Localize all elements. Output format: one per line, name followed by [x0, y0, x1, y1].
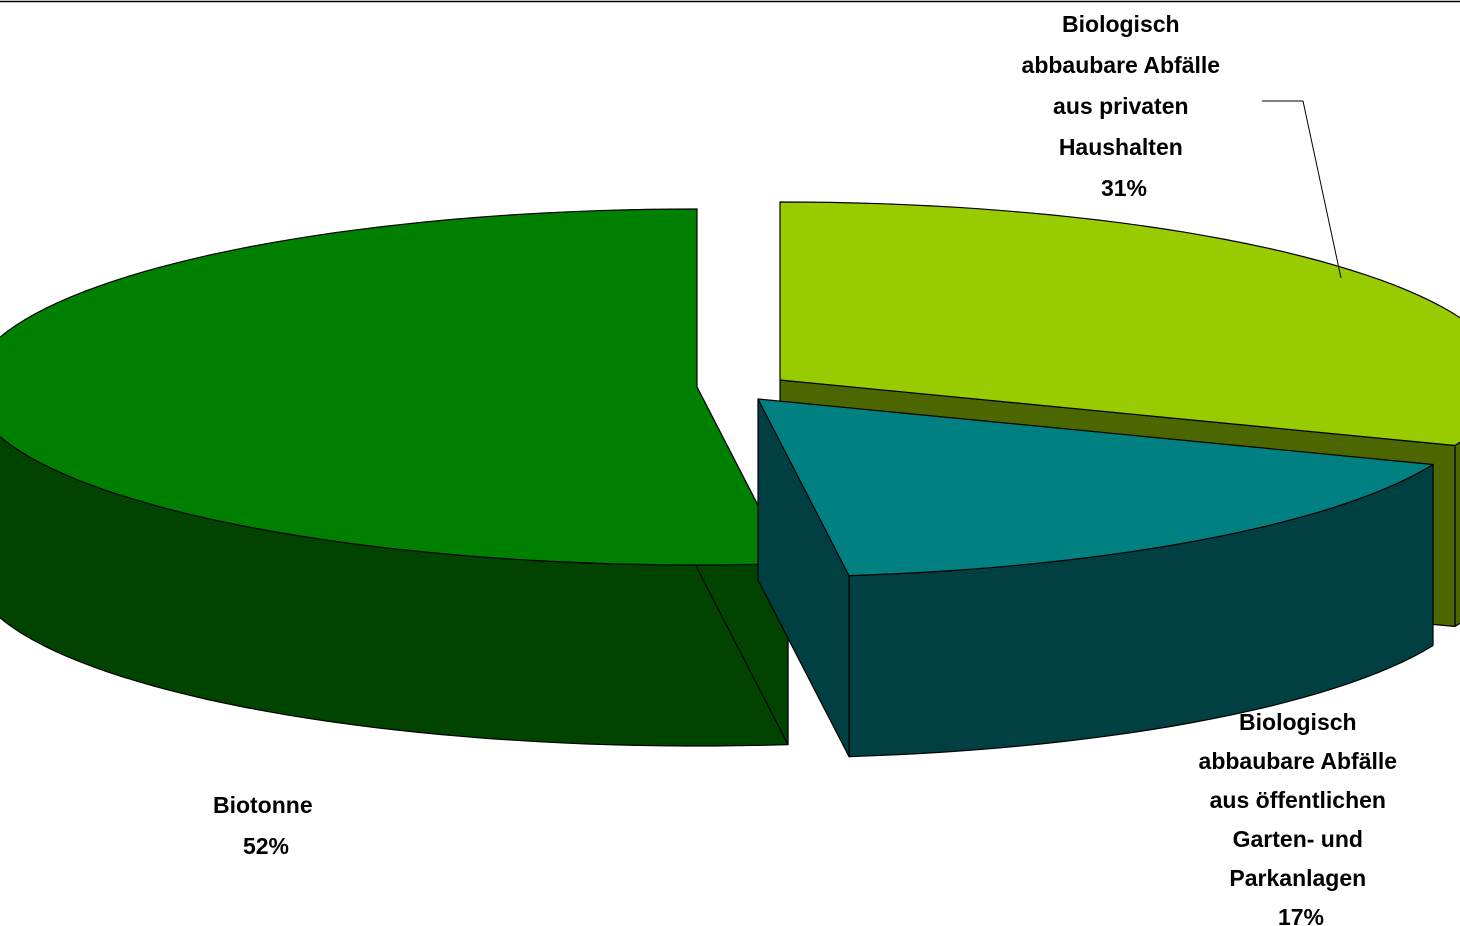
leader-line-private-households — [1262, 100, 1342, 279]
pie-slice-private-households-top — [779, 201, 1460, 447]
pie-slice-public-gardens — [757, 398, 1434, 758]
data-label-public-gardens-line: Garten- und — [1233, 826, 1363, 852]
data-label-public-gardens: Biologisch abbaubare Abfälle aus öffentl… — [1199, 709, 1404, 926]
data-label-biotonne-percent: 52% — [243, 833, 289, 859]
data-label-biotonne: Biotonne 52% — [213, 792, 319, 859]
data-label-private-households-line: abbaubare Abfälle — [1022, 52, 1221, 78]
data-label-private-households: Biologisch abbaubare Abfälle aus private… — [1022, 11, 1227, 201]
data-label-private-households-percent: 31% — [1101, 175, 1147, 201]
data-label-public-gardens-line: abbaubare Abfälle — [1199, 748, 1398, 774]
data-label-public-gardens-percent: 17% — [1278, 904, 1324, 926]
data-label-private-households-line: Biologisch — [1062, 11, 1180, 37]
data-label-private-households-line: aus privaten — [1053, 93, 1189, 119]
pie-slice-biotonne — [0, 208, 789, 747]
data-label-private-households-line: Haushalten — [1059, 134, 1183, 160]
data-label-biotonne-line: Biotonne — [213, 792, 313, 818]
pie-slice-biotonne-top — [0, 208, 789, 566]
pie-slice-public-gardens-top — [757, 398, 1434, 577]
data-label-public-gardens-line: Parkanlagen — [1229, 865, 1366, 891]
data-label-public-gardens-line: aus öffentlichen — [1210, 787, 1386, 813]
data-label-public-gardens-line: Biologisch — [1239, 709, 1357, 735]
